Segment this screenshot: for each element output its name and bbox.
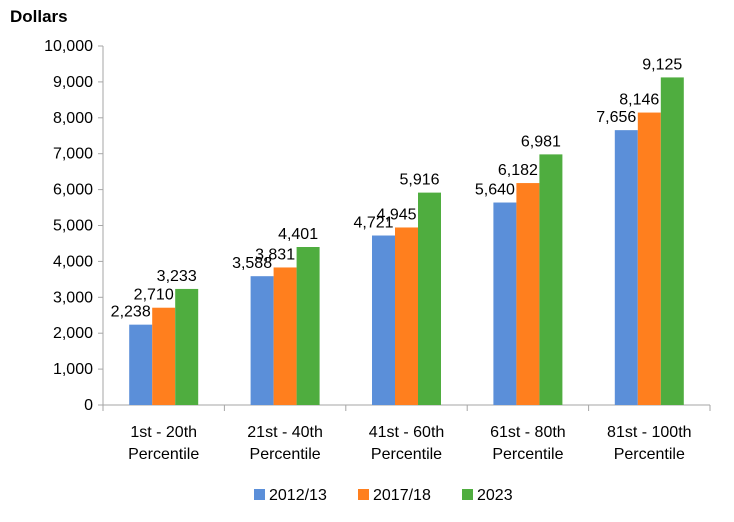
bar <box>175 288 199 405</box>
data-label: 3,233 <box>157 268 197 285</box>
y-tick-label: 7,000 <box>53 146 93 163</box>
data-label: 4,945 <box>376 206 416 223</box>
bar <box>273 267 297 405</box>
data-label: 5,916 <box>399 172 439 189</box>
bar <box>250 276 274 405</box>
bar <box>395 227 418 405</box>
bar <box>418 192 441 405</box>
data-label: 6,182 <box>498 162 538 179</box>
category-label: 1st - 20th <box>130 424 197 441</box>
data-label: 2,710 <box>134 287 174 304</box>
data-label: 6,981 <box>521 133 561 150</box>
category-label: Percentile <box>492 446 563 463</box>
bar <box>372 235 395 405</box>
y-axis-ticks: 0 1,000 2,000 3,000 4,000 5,000 6,000 7,000 8,00… <box>44 38 93 414</box>
bar <box>493 202 517 405</box>
y-tick-label: 3,000 <box>53 289 93 306</box>
legend-item: 2017/18 <box>358 487 431 504</box>
bar <box>637 112 661 406</box>
y-tick-label: 4,000 <box>53 253 93 270</box>
category-labels: 1st - 20th Percentile 21st - 40th Percentil… <box>128 424 691 463</box>
bar <box>152 307 176 405</box>
bars <box>129 77 684 406</box>
legend: 2012/13 2017/18 2023 <box>254 487 513 504</box>
bar <box>516 183 540 405</box>
category-label: 41st - 60th <box>369 424 445 441</box>
legend-swatch <box>358 489 369 500</box>
axes <box>98 45 711 411</box>
data-label: 7,656 <box>596 109 636 126</box>
y-tick-label: 2,000 <box>53 325 93 342</box>
legend-label: 2012/13 <box>269 487 327 504</box>
data-label: 9,125 <box>642 56 682 73</box>
category-label: 21st - 40th <box>247 424 323 441</box>
legend-label: 2017/18 <box>373 487 431 504</box>
legend-swatch <box>462 489 473 500</box>
y-tick-label: 10,000 <box>44 38 93 55</box>
y-tick-label: 9,000 <box>53 74 93 91</box>
legend-item: 2023 <box>462 487 513 504</box>
category-label: 81st - 100th <box>607 424 692 441</box>
data-label: 4,401 <box>278 226 318 243</box>
category-label: Percentile <box>250 446 321 463</box>
data-label: 8,146 <box>619 92 659 109</box>
data-label: 3,831 <box>255 246 295 263</box>
legend-swatch <box>254 489 265 500</box>
y-tick-label: 5,000 <box>53 218 93 235</box>
y-tick-label: 8,000 <box>53 110 93 127</box>
category-label: Percentile <box>128 446 199 463</box>
bar <box>296 247 320 405</box>
data-label: 4,721 <box>353 215 393 232</box>
category-label: Percentile <box>371 446 442 463</box>
y-tick-label: 0 <box>84 397 93 414</box>
bar <box>660 77 684 405</box>
y-tick-label: 1,000 <box>53 361 93 378</box>
bar <box>614 130 638 405</box>
legend-item: 2012/13 <box>254 487 327 504</box>
data-label: 3,588 <box>232 255 272 272</box>
category-label: 61st - 80th <box>490 424 566 441</box>
y-axis-title: Dollars <box>10 7 68 26</box>
bar <box>129 324 153 405</box>
bar <box>539 154 563 405</box>
y-tick-label: 6,000 <box>53 182 93 199</box>
category-label: Percentile <box>614 446 685 463</box>
data-label: 5,640 <box>475 182 515 199</box>
legend-label: 2023 <box>477 487 513 504</box>
data-label: 2,238 <box>111 304 151 321</box>
